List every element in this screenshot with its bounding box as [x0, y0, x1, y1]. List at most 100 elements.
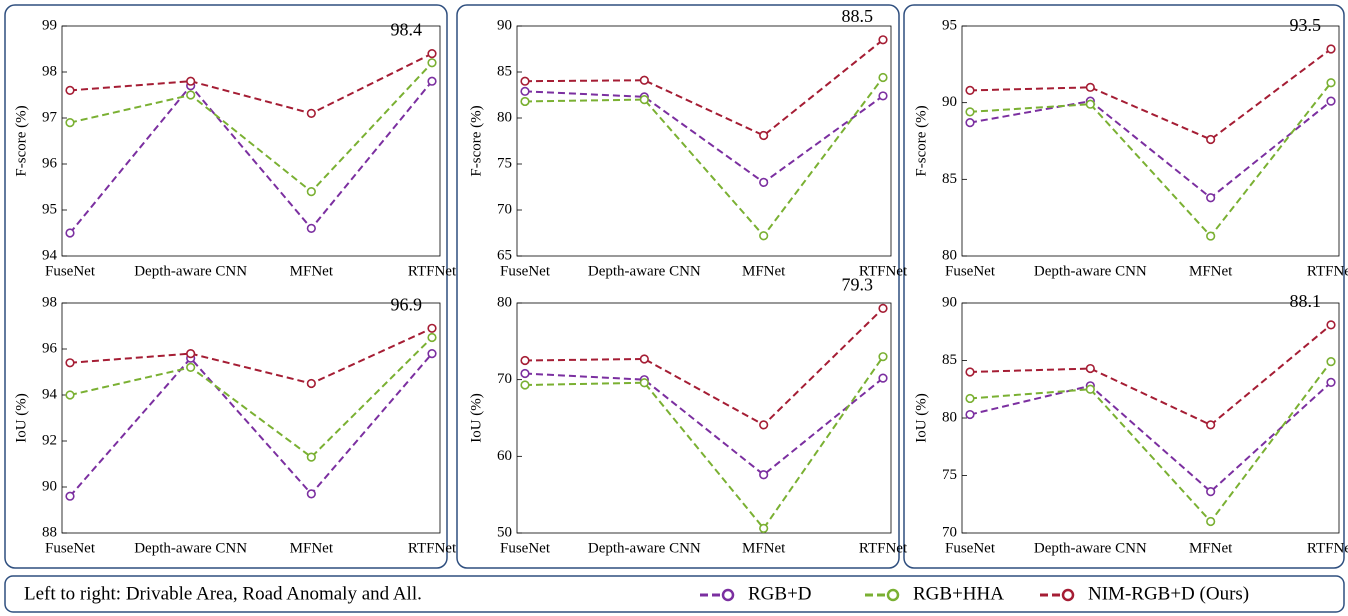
- panel: [456, 4, 900, 569]
- marker: [427, 349, 437, 359]
- marker: [306, 187, 316, 197]
- y-tick-label: 75: [942, 467, 957, 483]
- x-tick-label: RTFNet: [408, 540, 457, 556]
- y-tick-label: 80: [497, 294, 512, 310]
- marker: [1326, 320, 1336, 330]
- marker: [965, 117, 975, 128]
- series-line: [69, 327, 433, 385]
- marker: [965, 107, 975, 117]
- panel: [903, 4, 1345, 569]
- y-tick-label: 85: [497, 63, 512, 79]
- marker: [1326, 377, 1336, 387]
- x-tick-label: MFNet: [1189, 540, 1233, 556]
- x-tick-label: MFNet: [290, 540, 334, 556]
- series-line: [524, 90, 884, 184]
- y-tick-label: 70: [497, 201, 512, 217]
- plot-frame: [961, 25, 1340, 257]
- x-tick-label: MFNet: [290, 263, 334, 279]
- marker: [1206, 134, 1216, 145]
- series-line: [969, 324, 1332, 427]
- marker: [878, 35, 888, 45]
- y-axis-label: IoU (%): [913, 393, 929, 443]
- marker: [520, 96, 530, 107]
- x-tick-label: Depth-aware CNN: [588, 540, 701, 556]
- y-axis-label: IoU (%): [13, 393, 29, 443]
- x-tick-label: Depth-aware CNN: [134, 263, 247, 279]
- plot-frame: [961, 302, 1340, 534]
- series-line: [969, 361, 1332, 524]
- marker: [1326, 96, 1336, 106]
- y-tick-label: 94: [42, 247, 58, 263]
- marker: [1326, 357, 1336, 367]
- y-tick-label: 75: [497, 155, 512, 171]
- y-tick-label: 65: [497, 247, 512, 263]
- x-tick-label: Depth-aware CNN: [1034, 540, 1147, 556]
- series-line: [524, 76, 884, 238]
- y-tick-label: 90: [42, 478, 57, 494]
- y-tick-label: 70: [497, 371, 512, 387]
- marker: [1085, 363, 1095, 374]
- marker: [878, 91, 888, 101]
- marker: [306, 223, 316, 233]
- legend-box: [4, 575, 1345, 613]
- marker: [186, 362, 196, 373]
- marker: [1085, 384, 1095, 394]
- series-line: [524, 372, 884, 477]
- plot-frame: [516, 25, 892, 257]
- marker: [65, 491, 75, 501]
- marker: [1206, 193, 1216, 203]
- y-axis-label: IoU (%): [468, 393, 484, 443]
- x-tick-label: RTFNet: [1307, 540, 1348, 556]
- series-line: [69, 80, 433, 234]
- data-label: 88.1: [1290, 291, 1322, 311]
- legend-label: RGB+HHA: [913, 583, 1004, 604]
- x-tick-label: RTFNet: [1307, 263, 1348, 279]
- y-tick-label: 70: [942, 524, 957, 540]
- marker: [878, 303, 888, 313]
- marker: [1085, 99, 1095, 109]
- series-line: [969, 100, 1332, 200]
- y-tick-label: 80: [497, 109, 512, 125]
- marker: [759, 523, 769, 534]
- y-tick-label: 90: [942, 94, 957, 110]
- x-tick-label: FuseNet: [500, 540, 551, 556]
- series-line: [69, 336, 433, 459]
- x-tick-label: RTFNet: [859, 540, 908, 556]
- marker: [427, 76, 437, 86]
- y-tick-label: 95: [942, 17, 957, 33]
- marker: [427, 48, 437, 59]
- y-tick-label: 85: [942, 352, 957, 368]
- series-line: [969, 48, 1332, 141]
- caption: Left to right: Drivable Area, Road Anoma…: [24, 583, 422, 604]
- marker: [65, 358, 75, 368]
- plot-frame: [516, 302, 892, 534]
- marker: [65, 228, 75, 238]
- series-line: [69, 62, 433, 193]
- x-tick-label: FuseNet: [45, 540, 96, 556]
- x-tick-label: MFNet: [742, 540, 786, 556]
- y-axis-label: F-score (%): [913, 105, 929, 176]
- y-tick-label: 92: [42, 432, 57, 448]
- marker: [1326, 44, 1336, 54]
- marker: [965, 409, 975, 420]
- legend-label: RGB+D: [748, 583, 812, 604]
- series-line: [969, 381, 1332, 493]
- marker: [639, 354, 649, 364]
- marker: [639, 94, 649, 105]
- marker: [1085, 82, 1095, 92]
- marker: [65, 85, 75, 95]
- marker: [306, 489, 316, 499]
- y-tick-label: 98: [42, 294, 57, 310]
- x-tick-label: Depth-aware CNN: [1034, 263, 1147, 279]
- marker: [520, 380, 530, 390]
- marker: [427, 323, 437, 333]
- legend-marker: [721, 588, 735, 602]
- marker: [427, 332, 437, 343]
- y-tick-label: 80: [942, 247, 957, 263]
- marker: [639, 75, 649, 85]
- marker: [759, 470, 769, 480]
- y-axis-label: F-score (%): [13, 105, 29, 176]
- y-tick-label: 90: [942, 294, 957, 310]
- marker: [520, 76, 530, 86]
